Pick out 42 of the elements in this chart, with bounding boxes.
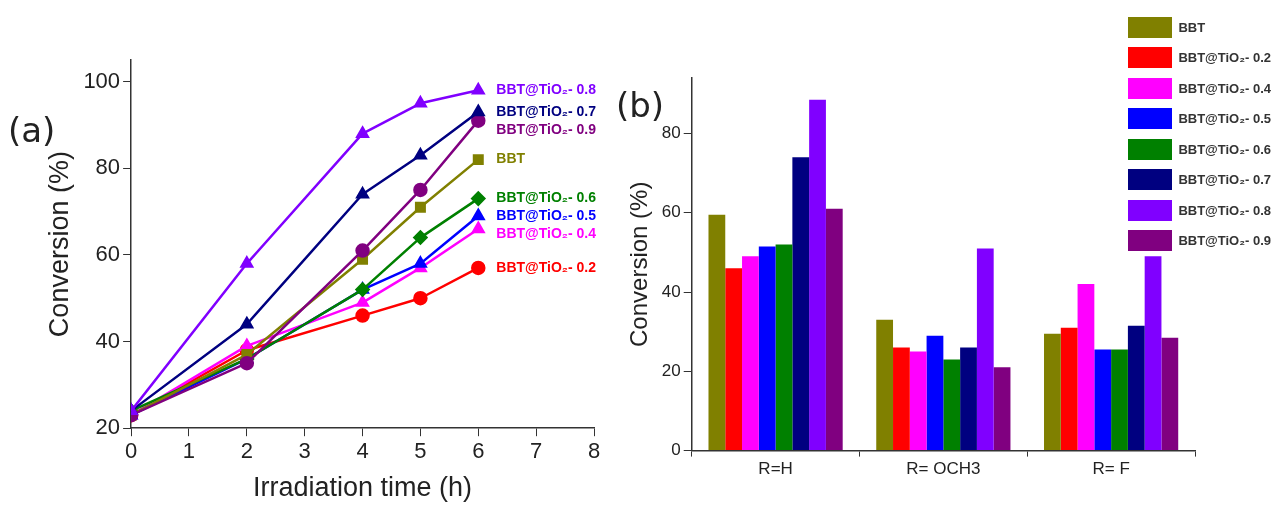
x-tick-label: 1	[182, 438, 196, 464]
legend-label: BBT@TiO₂- 0.7	[1178, 172, 1271, 188]
legend-label: BBT@TiO₂- 0.4	[1178, 80, 1271, 96]
y-tick-label: 40	[661, 281, 681, 301]
x-axis-title: Irradiation time (h)	[253, 472, 473, 503]
y-tick-label: 20	[661, 361, 681, 381]
series-label: BBT@TiO₂- 0.8	[496, 81, 597, 98]
x-tick-label: 2	[240, 438, 253, 464]
x-tick-label: 4	[356, 438, 369, 464]
text: (b)	[616, 85, 665, 125]
x-tick-label: 5	[414, 438, 427, 464]
y-tick-label: 60	[95, 240, 121, 266]
x-tick-label: 3	[298, 438, 311, 464]
y-tick-label: 40	[95, 327, 121, 353]
legend-label: BBT@TiO₂- 0.2	[1178, 50, 1271, 66]
y-tick-label: 20	[95, 414, 121, 440]
series-label: BBT@TiO₂- 0.9	[496, 120, 597, 137]
legend-label: BBT@TiO₂- 0.9	[1178, 233, 1271, 249]
series-label: BBT@TiO₂- 0.7	[496, 102, 597, 119]
series-label: BBT@TiO₂- 0.2	[496, 258, 597, 275]
series-label: BBT@TiO₂- 0.5	[496, 207, 597, 224]
x-tick-label: R=H	[758, 459, 793, 479]
series-label: BBT	[496, 150, 526, 167]
x-tick-label: 0	[124, 438, 138, 464]
y-tick-label: 80	[661, 123, 681, 143]
series-label: BBT@TiO₂- 0.6	[496, 189, 597, 206]
legend-label: BBT@TiO₂- 0.8	[1178, 202, 1271, 218]
x-tick-label: 7	[530, 438, 543, 464]
y-tick-label: 80	[95, 154, 121, 180]
y-axis-title: Conversion (%)	[43, 151, 74, 338]
x-tick-label: 6	[472, 438, 485, 464]
legend-label: BBT@TiO₂- 0.6	[1178, 141, 1271, 157]
legend-label: BBT	[1178, 19, 1206, 35]
series-label: BBT@TiO₂- 0.4	[496, 225, 597, 242]
legend-label: BBT@TiO₂- 0.5	[1178, 111, 1271, 127]
x-tick-label: R= F	[1092, 459, 1130, 479]
text: (a)	[8, 110, 56, 150]
y-tick-label: 60	[661, 202, 681, 222]
x-tick-label: R= OCH3	[906, 459, 981, 479]
y-tick-label: 100	[83, 67, 121, 93]
x-tick-label: 8	[587, 438, 601, 464]
y-axis-title: Conversion (%)	[625, 181, 653, 347]
